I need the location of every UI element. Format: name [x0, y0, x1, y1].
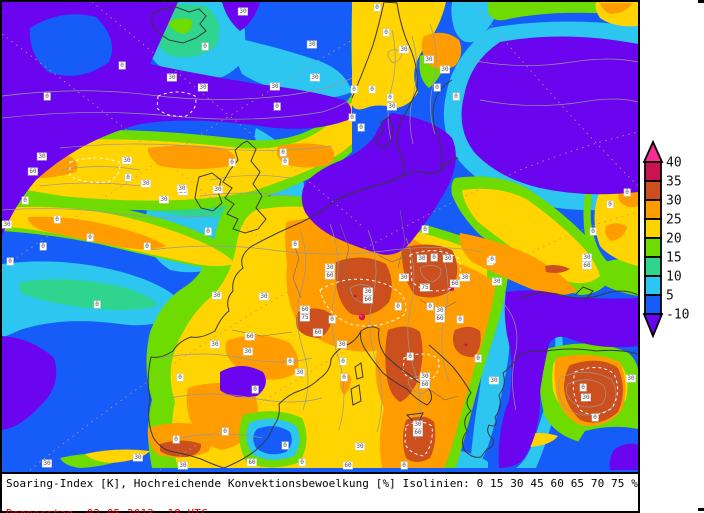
legend-box — [644, 180, 662, 201]
legend-value: -10 — [666, 308, 689, 323]
map-frame: 0 0 30 30 30 0 30 30 0 30 30 60 30 0 30 30 30 0 0 0 0 0 30 0 0 30… — [0, 0, 640, 474]
legend-arrow-bottom — [642, 313, 664, 339]
spot-overlays — [239, 411, 307, 468]
legend-arrow-top — [642, 139, 664, 163]
legend-value: 25 — [666, 213, 682, 228]
caption-title: Soaring-Index [K], Hochreichende Konvekt… — [6, 477, 638, 490]
purple-corner — [609, 443, 638, 470]
country-borders — [231, 209, 459, 401]
frame-corner-mark-top — [698, 0, 704, 3]
graticule-lines — [2, 2, 638, 471]
legend-value: 20 — [666, 232, 682, 247]
legend-box — [644, 199, 662, 220]
legend-box — [644, 294, 662, 315]
coastlines — [147, 2, 638, 469]
legend-box — [644, 218, 662, 239]
legend-value: 40 — [666, 156, 682, 171]
legend-box — [644, 275, 662, 296]
caption-meta-row: Donnerstag, 02-05-2013 18 UTC (GFS) (Don… — [2, 494, 638, 513]
legend-value: 10 — [666, 270, 682, 285]
legend-value: 5 — [666, 289, 674, 304]
cloud-contours — [2, 23, 638, 441]
legend-box — [644, 161, 662, 182]
frame-corner-mark-bottom — [698, 508, 704, 511]
caption-box: Soaring-Index [K], Hochreichende Konvekt… — [0, 472, 640, 513]
legend-box — [644, 256, 662, 277]
legend-box — [644, 237, 662, 258]
legend-value: 30 — [666, 194, 682, 209]
legend-value: 15 — [666, 251, 682, 266]
legend-value: 35 — [666, 175, 682, 190]
caption-date: Donnerstag, 02-05-2013 18 UTC — [6, 507, 208, 513]
map-image — [2, 2, 638, 472]
crimson-regions — [353, 287, 591, 403]
color-scale-legend: 40 35 30 25 20 15 10 5 -10 — [642, 139, 689, 339]
